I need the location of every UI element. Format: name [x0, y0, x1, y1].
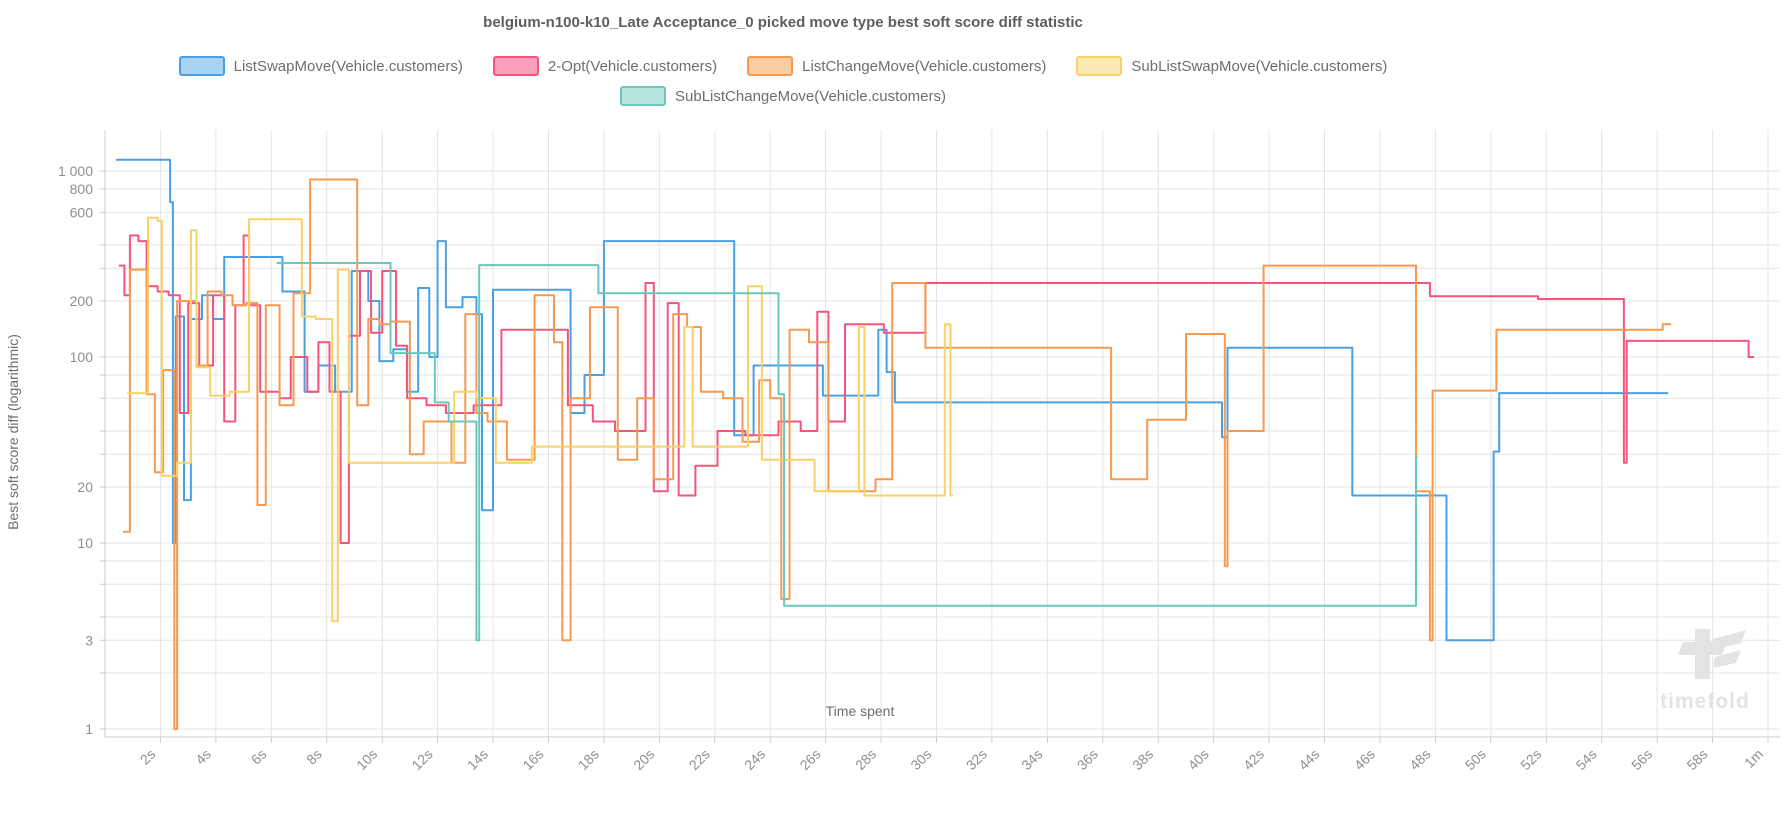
legend-row-2: SubListChangeMove(Vehicle.customers)	[0, 86, 1566, 106]
svg-text:6s: 6s	[248, 746, 270, 768]
svg-text:20s: 20s	[630, 746, 657, 773]
legend-row-1: ListSwapMove(Vehicle.customers) 2-Opt(Veh…	[0, 56, 1566, 76]
svg-text:14s: 14s	[464, 746, 491, 773]
svg-text:800: 800	[70, 181, 94, 197]
svg-text:24s: 24s	[741, 746, 768, 773]
svg-text:200: 200	[70, 293, 94, 309]
svg-text:1m: 1m	[1741, 746, 1766, 771]
legend-item-label: ListChangeMove(Vehicle.customers)	[802, 57, 1047, 75]
y-axis-title: Best soft score diff (logarithmic)	[5, 334, 21, 530]
svg-text:100: 100	[70, 349, 94, 365]
legend-item-listchangemove[interactable]: ListChangeMove(Vehicle.customers)	[747, 56, 1046, 76]
svg-text:2s: 2s	[137, 746, 159, 768]
svg-text:46s: 46s	[1351, 746, 1378, 773]
legend-item-sublistswapmove[interactable]: SubListSwapMove(Vehicle.customers)	[1076, 56, 1387, 76]
svg-text:8s: 8s	[303, 746, 325, 768]
svg-text:12s: 12s	[408, 746, 435, 773]
svg-text:16s: 16s	[519, 746, 546, 773]
svg-text:54s: 54s	[1573, 746, 1600, 773]
legend: ListSwapMove(Vehicle.customers) 2-Opt(Veh…	[0, 56, 1566, 116]
svg-text:44s: 44s	[1295, 746, 1322, 773]
svg-text:56s: 56s	[1628, 746, 1655, 773]
svg-text:10s: 10s	[353, 746, 380, 773]
series-listchangemove	[123, 178, 1671, 730]
svg-text:20: 20	[77, 479, 93, 495]
series-2-opt	[118, 234, 1755, 544]
svg-text:600: 600	[70, 204, 94, 220]
svg-text:58s: 58s	[1683, 746, 1710, 773]
svg-text:1: 1	[85, 721, 93, 737]
svg-text:42s: 42s	[1240, 746, 1267, 773]
legend-item-sublistchangemove[interactable]: SubListChangeMove(Vehicle.customers)	[620, 86, 946, 106]
svg-text:48s: 48s	[1406, 746, 1433, 773]
svg-text:40s: 40s	[1185, 746, 1212, 773]
svg-text:10: 10	[77, 535, 93, 551]
chart-title: belgium-n100-k10_Late Acceptance_0 picke…	[483, 14, 1083, 31]
legend-item-label: ListSwapMove(Vehicle.customers)	[233, 57, 463, 75]
svg-text:22s: 22s	[686, 746, 713, 773]
legend-swatch-icon	[1076, 56, 1123, 76]
svg-text:26s: 26s	[796, 746, 823, 773]
svg-text:34s: 34s	[1018, 746, 1045, 773]
svg-text:36s: 36s	[1074, 746, 1101, 773]
legend-item-label: SubListSwapMove(Vehicle.customers)	[1131, 57, 1388, 75]
legend-item-listswapmove[interactable]: ListSwapMove(Vehicle.customers)	[178, 56, 463, 76]
legend-swatch-icon	[747, 56, 794, 76]
svg-text:38s: 38s	[1129, 746, 1156, 773]
svg-text:4s: 4s	[192, 746, 214, 768]
legend-swatch-icon	[620, 86, 667, 106]
svg-text:3: 3	[85, 632, 93, 648]
svg-text:50s: 50s	[1462, 746, 1489, 773]
x-axis-title: Time spent	[825, 703, 895, 719]
svg-text:30s: 30s	[907, 746, 934, 773]
series-sublistswapmove	[127, 216, 954, 623]
legend-swatch-icon	[492, 56, 539, 76]
legend-item-label: SubListChangeMove(Vehicle.customers)	[675, 87, 946, 105]
svg-text:28s: 28s	[852, 746, 879, 773]
series-sublistchangemove	[276, 262, 1418, 642]
legend-item-label: 2-Opt(Vehicle.customers)	[547, 57, 718, 75]
legend-item-2-opt[interactable]: 2-Opt(Vehicle.customers)	[492, 56, 718, 76]
legend-swatch-icon	[178, 56, 225, 76]
svg-text:18s: 18s	[575, 746, 602, 773]
svg-text:52s: 52s	[1517, 746, 1544, 773]
svg-text:32s: 32s	[963, 746, 990, 773]
svg-text:1 000: 1 000	[58, 163, 93, 179]
